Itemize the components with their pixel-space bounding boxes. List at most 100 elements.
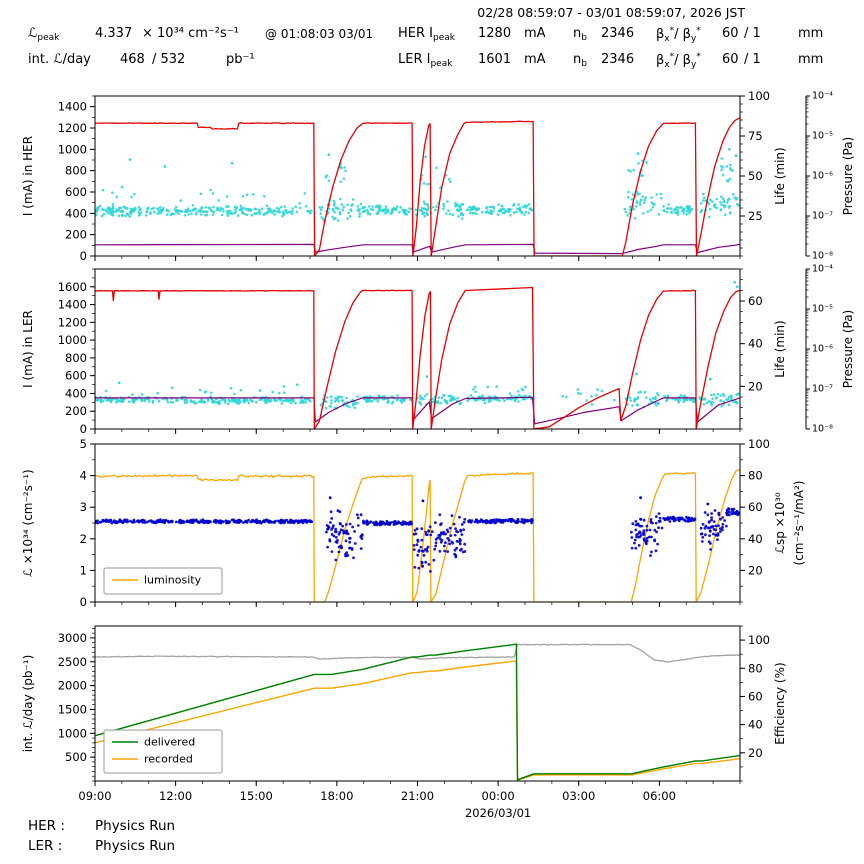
panel-luminosity: 0 1 2 3 4 5 20 40 60 80 100 ℒsp ×10³⁰ (cm⁻²s⁻¹/mA²) ℒ… — [21, 437, 806, 609]
svg-text:20: 20 — [748, 379, 763, 393]
svg-text:(cm⁻²s⁻¹/mA²): (cm⁻²s⁻¹/mA²) — [792, 481, 806, 566]
svg-text:09:00: 09:00 — [78, 789, 111, 803]
ler-ipeak-unit: mA — [524, 52, 546, 67]
svg-text:1000: 1000 — [58, 142, 87, 156]
footer-her: HER : Physics Run — [0, 818, 864, 836]
her-ipeak-label: HER Ipeak — [398, 26, 455, 43]
svg-text:400: 400 — [65, 386, 87, 400]
her-beta-value: 60 — [722, 26, 739, 41]
svg-text:2026/03/01: 2026/03/01 — [465, 806, 531, 820]
svg-text:recorded: recorded — [144, 753, 193, 766]
svg-text:2000: 2000 — [58, 679, 87, 693]
series-specific-luminosity — [95, 496, 740, 573]
svg-text:800: 800 — [65, 351, 87, 365]
panel-ler-frame — [94, 268, 741, 430]
series-her-current — [95, 117, 740, 256]
ler-beta-unit: mm — [798, 52, 824, 67]
svg-text:20: 20 — [748, 746, 763, 760]
svg-text:4: 4 — [80, 469, 87, 483]
svg-text:10⁻⁴: 10⁻⁴ — [812, 91, 833, 102]
svg-text:100: 100 — [748, 633, 770, 647]
svg-text:12:00: 12:00 — [159, 789, 192, 803]
series-her-lifetime — [95, 148, 740, 223]
svg-text:75: 75 — [748, 129, 763, 143]
legend-integrated: delivered recorded — [103, 729, 223, 774]
svg-text:10⁻⁵: 10⁻⁵ — [812, 131, 833, 142]
svg-text:10⁻⁸: 10⁻⁸ — [812, 424, 833, 435]
svg-text:25: 25 — [748, 209, 763, 223]
svg-text:50: 50 — [748, 169, 763, 183]
svg-text:0: 0 — [80, 249, 87, 263]
svg-text:1400: 1400 — [58, 298, 87, 312]
ler-beta-label: βx*/ βy* — [656, 52, 701, 70]
svg-text:60: 60 — [748, 294, 763, 308]
svg-text:06:00: 06:00 — [643, 789, 676, 803]
svg-text:20: 20 — [748, 563, 763, 577]
svg-text:1500: 1500 — [58, 702, 87, 716]
panel-integrated: 500 1000 1500 2000 2500 3000 20 40 60 80 100 Effici… — [21, 625, 787, 786]
her-ipeak-unit: mA — [524, 26, 546, 41]
ler-nb-value: 2346 — [601, 52, 635, 67]
svg-text:Life (min): Life (min) — [773, 320, 787, 377]
footer-her-label: HER : — [28, 818, 65, 834]
svg-text:Life (min): Life (min) — [773, 147, 787, 204]
series-ler-current — [95, 286, 740, 429]
svg-text:80: 80 — [748, 469, 763, 483]
svg-text:10⁻⁶: 10⁻⁶ — [812, 171, 833, 182]
svg-text:ℒ ×10³⁴ (cm⁻²s⁻¹): ℒ ×10³⁴ (cm⁻²s⁻¹) — [21, 469, 35, 576]
svg-text:1400: 1400 — [58, 100, 87, 114]
her-beta-sep: / 1 — [744, 26, 761, 41]
svg-text:Pressure (Pa): Pressure (Pa) — [841, 310, 855, 388]
ler-beta-sep: / 1 — [744, 52, 761, 67]
int-lumi-unit: pb⁻¹ — [226, 52, 255, 67]
svg-text:1200: 1200 — [58, 315, 87, 329]
svg-text:40: 40 — [748, 532, 763, 546]
svg-text:00:00: 00:00 — [482, 789, 515, 803]
svg-text:luminosity: luminosity — [144, 574, 202, 587]
svg-text:10⁻⁷: 10⁻⁷ — [812, 384, 833, 395]
svg-text:3000: 3000 — [58, 631, 87, 645]
svg-text:10⁻⁴: 10⁻⁴ — [812, 264, 833, 275]
x-axis-labels: 09:00 12:00 15:00 18:00 21:00 00:00 03:00 06:00… — [78, 789, 676, 820]
svg-text:800: 800 — [65, 164, 87, 178]
svg-text:80: 80 — [748, 661, 763, 675]
svg-text:40: 40 — [748, 718, 763, 732]
ler-nb-label: nb — [573, 52, 587, 69]
svg-text:1200: 1200 — [58, 121, 87, 135]
series-efficiency — [95, 643, 740, 663]
lpeak-label: ℒpeak — [28, 26, 60, 43]
svg-text:I (mA) in LER: I (mA) in LER — [21, 310, 35, 388]
svg-text:100: 100 — [748, 437, 770, 451]
svg-text:2500: 2500 — [58, 655, 87, 669]
svg-text:15:00: 15:00 — [240, 789, 273, 803]
svg-text:600: 600 — [65, 185, 87, 199]
her-nb-label: nb — [573, 26, 587, 43]
svg-text:60: 60 — [748, 500, 763, 514]
lpeak-timestamp: @ 01:08:03 03/01 — [265, 27, 374, 41]
panel-ler: 0 200 400 600 800 1000 1200 1400 1600 20 40 60 Life … — [21, 264, 855, 437]
lpeak-value: 4.337 — [95, 26, 133, 41]
her-beta-label: βx*/ βy* — [656, 26, 701, 44]
svg-text:10⁻⁸: 10⁻⁸ — [812, 251, 833, 262]
int-lumi-label: int. ℒ/day — [28, 52, 91, 67]
her-nb-value: 2346 — [601, 26, 635, 41]
svg-text:100: 100 — [748, 89, 770, 103]
series-her-pressure — [95, 243, 740, 255]
legend-luminosity: luminosity — [103, 567, 223, 595]
header-row-2: int. ℒ/day 468 / 532 pb⁻¹ LER Ipeak 1601… — [0, 52, 864, 74]
svg-text:Pressure (Pa): Pressure (Pa) — [841, 137, 855, 215]
svg-text:200: 200 — [65, 404, 87, 418]
svg-text:10⁻⁶: 10⁻⁶ — [812, 344, 833, 355]
svg-text:1: 1 — [80, 563, 87, 577]
svg-text:3: 3 — [80, 500, 87, 514]
svg-text:0: 0 — [80, 422, 87, 436]
svg-text:ℒsp ×10³⁰: ℒsp ×10³⁰ — [773, 492, 787, 553]
svg-text:1600: 1600 — [58, 280, 87, 294]
ler-ipeak-label: LER Ipeak — [398, 52, 453, 69]
svg-text:40: 40 — [748, 337, 763, 351]
svg-text:5: 5 — [80, 437, 87, 451]
svg-text:delivered: delivered — [144, 736, 195, 749]
footer-ler: LER : Physics Run — [0, 838, 864, 856]
svg-text:21:00: 21:00 — [401, 789, 434, 803]
header-row-1: ℒpeak 4.337 × 10³⁴ cm⁻²s⁻¹ @ 01:08:03 03… — [0, 26, 864, 48]
